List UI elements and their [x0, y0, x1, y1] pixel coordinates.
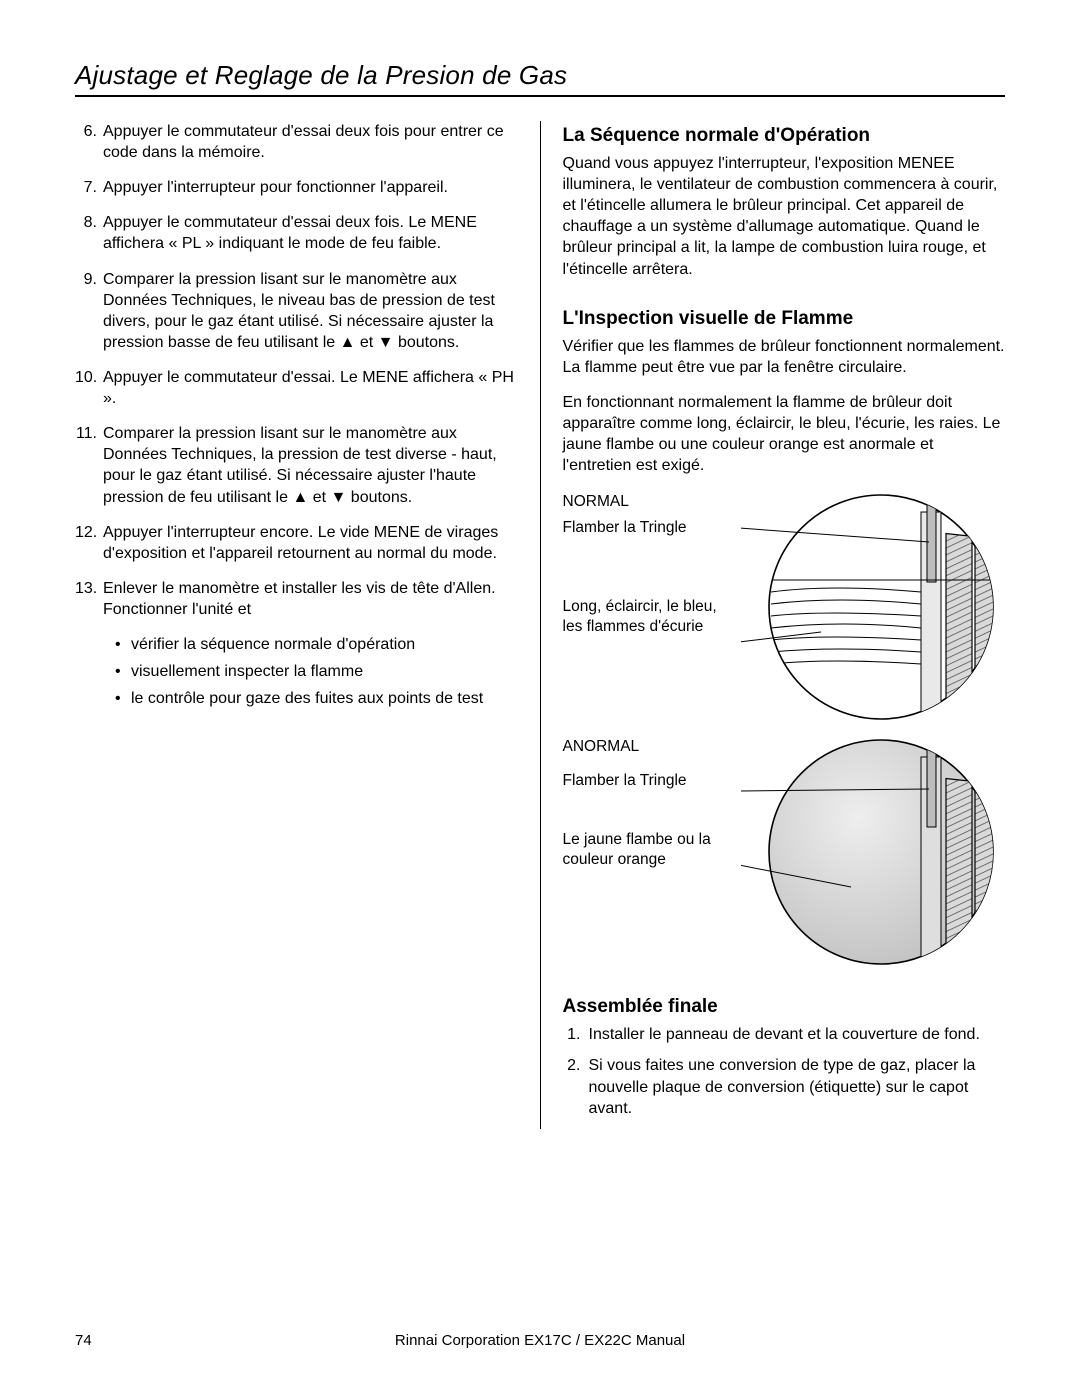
normal-labels: NORMAL Flamber la Tringle Long, éclairci…	[563, 492, 733, 671]
right-column: La Séquence normale d'Opération Quand vo…	[563, 121, 1006, 1129]
step-6: 6.Appuyer le commutateur d'essai deux fo…	[75, 121, 518, 163]
step-number: 2.	[563, 1055, 589, 1118]
page-number: 74	[75, 1332, 135, 1349]
step-text: Appuyer le commutateur d'essai deux fois…	[103, 121, 518, 163]
step-text: Appuyer le commutateur d'essai deux fois…	[103, 212, 518, 254]
step-text: Appuyer le commutateur d'essai. Le MENE …	[103, 367, 518, 409]
step-text: Appuyer l'interrupteur pour fonctionner …	[103, 177, 518, 198]
diagram-abnormal-row: ANORMAL Flamber la Tringle Le jaune flam…	[563, 737, 1006, 972]
footer-text: Rinnai Corporation EX17C / EX22C Manual	[135, 1332, 945, 1349]
page-title: Ajustage et Reglage de la Presion de Gas	[75, 60, 1005, 97]
step-8: 8.Appuyer le commutateur d'essai deux fo…	[75, 212, 518, 254]
sub-bullets: vérifier la séquence normale d'opération…	[75, 634, 518, 709]
inspection-heading: L'Inspection visuelle de Flamme	[563, 308, 1006, 330]
step-number: 12.	[75, 522, 103, 564]
bullet-item: vérifier la séquence normale d'opération	[115, 634, 518, 655]
normal-rod-label: Flamber la Tringle	[563, 518, 733, 538]
step-number: 8.	[75, 212, 103, 254]
inspection-p2: En fonctionnant normalement la flamme de…	[563, 392, 1006, 476]
step-7: 7.Appuyer l'interrupteur pour fonctionne…	[75, 177, 518, 198]
flame-diagram: NORMAL Flamber la Tringle Long, éclairci…	[563, 492, 1006, 972]
step-10: 10.Appuyer le commutateur d'essai. Le ME…	[75, 367, 518, 409]
step-12: 12.Appuyer l'interrupteur encore. Le vid…	[75, 522, 518, 564]
left-column: 6.Appuyer le commutateur d'essai deux fo…	[75, 121, 518, 1129]
sequence-heading: La Séquence normale d'Opération	[563, 125, 1006, 147]
diagram-normal-row: NORMAL Flamber la Tringle Long, éclairci…	[563, 492, 1006, 727]
bullet-item: le contrôle pour gaze des fuites aux poi…	[115, 688, 518, 709]
final-assembly-list: 1.Installer le panneau de devant et la c…	[563, 1024, 1006, 1118]
step-number: 13.	[75, 578, 103, 620]
abnormal-flame-icon	[741, 737, 1011, 972]
abnormal-rod-label: Flamber la Tringle	[563, 771, 733, 791]
normal-flame-icon	[741, 492, 1011, 727]
step-number: 10.	[75, 367, 103, 409]
step-9: 9.Comparer la pression lisant sur le man…	[75, 269, 518, 353]
abnormal-labels: ANORMAL Flamber la Tringle Le jaune flam…	[563, 737, 733, 904]
two-column-layout: 6.Appuyer le commutateur d'essai deux fo…	[75, 121, 1005, 1129]
column-divider	[540, 121, 541, 1129]
step-text: Enlever le manomètre et installer les vi…	[103, 578, 518, 620]
page-footer: 74 Rinnai Corporation EX17C / EX22C Manu…	[75, 1332, 1005, 1349]
step-text: Installer le panneau de devant et la cou…	[589, 1024, 1006, 1045]
step-text: Appuyer l'interrupteur encore. Le vide M…	[103, 522, 518, 564]
bullet-item: visuellement inspecter la flamme	[115, 661, 518, 682]
sequence-body: Quand vous appuyez l'interrupteur, l'exp…	[563, 153, 1006, 280]
final-assembly-heading: Assemblée finale	[563, 996, 1006, 1018]
step-text: Comparer la pression lisant sur le manom…	[103, 269, 518, 353]
abnormal-flames-label: Le jaune flambe ou la couleur orange	[563, 830, 733, 870]
step-13: 13.Enlever le manomètre et installer les…	[75, 578, 518, 620]
procedure-list: 6.Appuyer le commutateur d'essai deux fo…	[75, 121, 518, 620]
inspection-p1: Vérifier que les flammes de brûleur fonc…	[563, 336, 1006, 378]
step-text: Si vous faites une conversion de type de…	[589, 1055, 1006, 1118]
abnormal-header: ANORMAL	[563, 737, 733, 757]
step-number: 9.	[75, 269, 103, 353]
normal-flames-label: Long, éclaircir, le bleu, les flammes d'…	[563, 597, 733, 637]
normal-header: NORMAL	[563, 492, 733, 512]
final-step-1: 1.Installer le panneau de devant et la c…	[563, 1024, 1006, 1045]
step-number: 6.	[75, 121, 103, 163]
step-text: Comparer la pression lisant sur le manom…	[103, 423, 518, 507]
final-step-2: 2.Si vous faites une conversion de type …	[563, 1055, 1006, 1118]
step-number: 1.	[563, 1024, 589, 1045]
step-11: 11.Comparer la pression lisant sur le ma…	[75, 423, 518, 507]
step-number: 7.	[75, 177, 103, 198]
step-number: 11.	[75, 423, 103, 507]
